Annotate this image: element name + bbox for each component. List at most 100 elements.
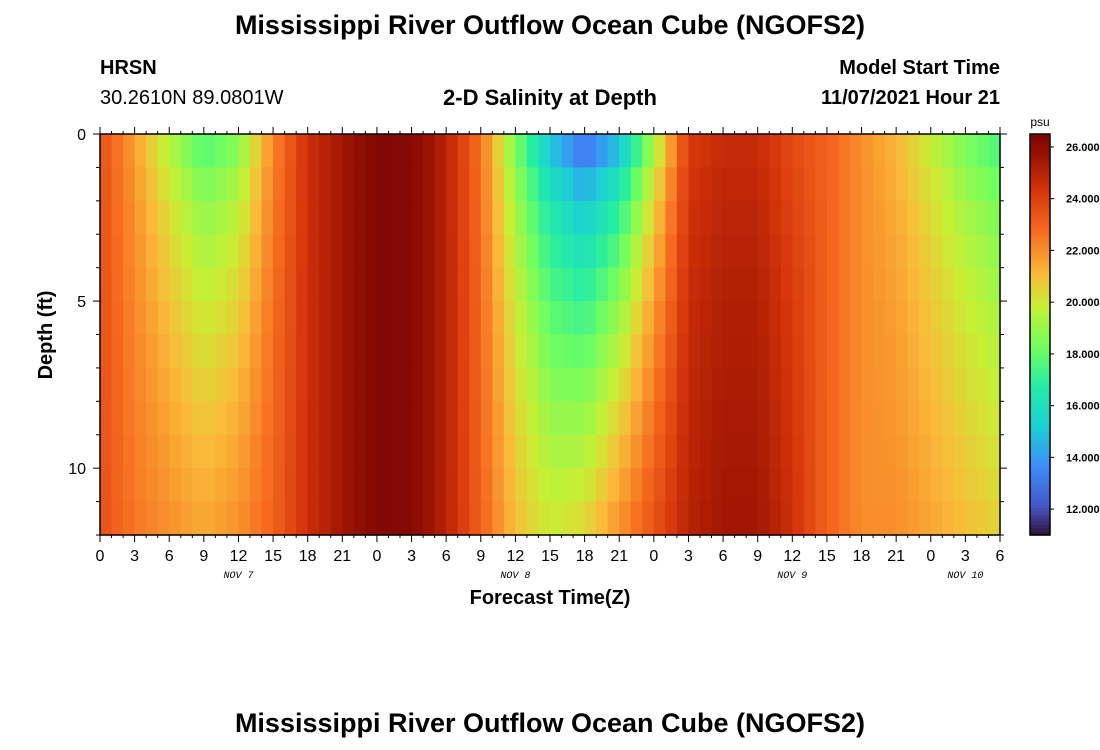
heatmap-cell (492, 134, 505, 169)
heatmap-cell (907, 200, 920, 235)
heatmap-cell (215, 301, 228, 336)
heatmap-cell (238, 134, 251, 169)
heatmap-cell (388, 468, 401, 503)
heatmap-cell (573, 234, 586, 269)
heatmap-cell (746, 401, 759, 436)
heatmap-cell (203, 434, 216, 469)
x-tick-label: 0 (372, 548, 381, 565)
heatmap-cell (769, 200, 782, 235)
heatmap-cell (953, 267, 966, 302)
colorbar-swatch (1030, 317, 1050, 322)
heatmap-cell (342, 234, 355, 269)
heatmap-cell (365, 200, 378, 235)
colorbar-swatch (1030, 207, 1050, 212)
heatmap-cell (792, 267, 805, 302)
heatmap-cell (330, 367, 343, 402)
heatmap-cell (376, 468, 390, 503)
colorbar-swatch (1030, 478, 1050, 483)
heatmap-cell (780, 334, 793, 369)
colorbar-swatch (1030, 267, 1050, 272)
colorbar-tick-label: 12.000 (1066, 504, 1100, 516)
heatmap-cell (734, 200, 747, 235)
heatmap-cell (700, 167, 713, 202)
heatmap-cell (319, 134, 332, 169)
heatmap-cell (411, 200, 424, 235)
heatmap-cell (907, 434, 920, 469)
heatmap-cell (296, 401, 309, 436)
colorbar-swatch (1030, 187, 1050, 192)
heatmap-cell (550, 434, 563, 469)
heatmap-cell (446, 267, 459, 302)
heatmap-cell (192, 334, 205, 369)
heatmap-cell (850, 434, 863, 469)
heatmap-cell (700, 301, 713, 336)
heatmap-cell (850, 301, 863, 336)
heatmap-cell (826, 200, 840, 235)
colorbar-swatch (1030, 341, 1050, 346)
heatmap-cell (134, 401, 147, 436)
heatmap-cell (942, 301, 955, 336)
colorbar-swatch (1030, 531, 1050, 536)
heatmap-cell (642, 301, 655, 336)
heatmap-cell (642, 401, 655, 436)
heatmap-cell (734, 401, 747, 436)
heatmap-cell (607, 301, 620, 336)
heatmap-cell (180, 134, 193, 169)
colorbar-swatch (1030, 528, 1050, 533)
heatmap-cell (480, 468, 493, 503)
heatmap-cell (815, 200, 828, 235)
heatmap-cell (896, 434, 909, 469)
heatmap-cell (192, 501, 205, 536)
heatmap-cell (376, 367, 390, 402)
heatmap-cell (100, 301, 113, 336)
heatmap-cell (873, 501, 886, 536)
heatmap-cell (976, 434, 990, 469)
heatmap-cell (850, 200, 863, 235)
heatmap-cell (376, 501, 390, 536)
heatmap-cell (619, 334, 632, 369)
heatmap-cell (400, 267, 413, 302)
heatmap-cell (342, 334, 355, 369)
heatmap-cell (469, 434, 482, 469)
heatmap-cell (261, 234, 274, 269)
heatmap-cell (942, 367, 955, 402)
heatmap-cell (792, 468, 805, 503)
heatmap-cell (930, 401, 943, 436)
heatmap-cell (434, 301, 447, 336)
heatmap-cell (226, 267, 240, 302)
heatmap-cell (630, 134, 643, 169)
heatmap-cell (919, 134, 932, 169)
heatmap-cell (457, 434, 470, 469)
heatmap-cell (861, 334, 874, 369)
heatmap-cell (250, 434, 263, 469)
heatmap-cell (457, 134, 470, 169)
heatmap-cell (965, 134, 978, 169)
heatmap-cell (573, 367, 586, 402)
colorbar-swatch (1030, 180, 1050, 185)
heatmap-cell (434, 434, 447, 469)
heatmap-cell (930, 468, 943, 503)
colorbar-tick-label: 14.000 (1066, 452, 1100, 464)
heatmap-cell (665, 401, 678, 436)
heatmap-cell (942, 267, 955, 302)
model-start-value: 11/07/2021 Hour 21 (820, 87, 1000, 109)
x-tick-label: 18 (853, 548, 871, 565)
heatmap-cell (815, 167, 828, 202)
heatmap-cell (469, 334, 482, 369)
heatmap-cell (838, 334, 851, 369)
heatmap-cell (676, 301, 690, 336)
colorbar-swatch (1030, 157, 1050, 162)
heatmap-cell (330, 401, 343, 436)
heatmap-cell (526, 401, 540, 436)
heatmap-cells (100, 134, 1001, 536)
heatmap-cell (400, 167, 413, 202)
heatmap-cell (711, 167, 724, 202)
heatmap-cell (169, 200, 182, 235)
heatmap-cell (561, 301, 574, 336)
heatmap-cell (203, 367, 216, 402)
heatmap-cell (538, 267, 551, 302)
heatmap-cell (919, 367, 932, 402)
heatmap-cell (757, 334, 770, 369)
heatmap-cell (873, 167, 886, 202)
heatmap-cell (665, 367, 678, 402)
